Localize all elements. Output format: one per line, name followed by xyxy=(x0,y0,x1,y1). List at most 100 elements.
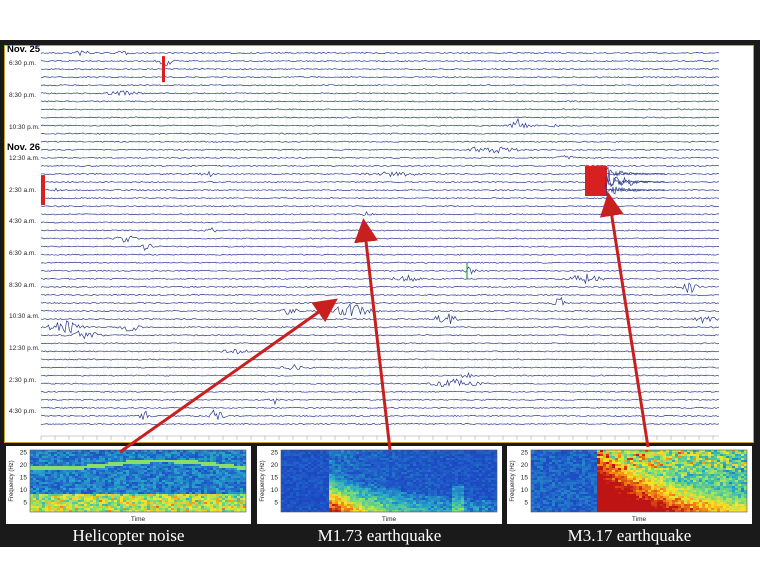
spectrogram-cell xyxy=(443,464,446,466)
spectrogram-cell xyxy=(290,456,293,458)
spectrogram-cell xyxy=(540,452,543,454)
spectrogram-cell xyxy=(183,486,186,488)
spectrogram-cell xyxy=(431,492,434,494)
spectrogram-cell xyxy=(389,498,392,500)
spectrogram-cell xyxy=(473,472,476,474)
spectrogram-cell xyxy=(42,494,45,496)
spectrogram-cell xyxy=(192,488,195,490)
spectrogram-cell xyxy=(42,498,45,500)
spectrogram-cell xyxy=(461,450,464,452)
spectrogram-cell xyxy=(168,472,171,474)
spectrogram-cell xyxy=(552,504,555,506)
spectrogram-cell xyxy=(69,504,72,506)
spectrogram-cell xyxy=(93,454,96,456)
spectrogram-cell xyxy=(111,466,114,468)
spectrogram-cell xyxy=(165,464,168,466)
spectrogram-cell xyxy=(383,494,386,496)
spectrogram-cell xyxy=(126,460,129,462)
spectrogram-cell xyxy=(78,494,81,496)
spectrogram-cell xyxy=(353,450,356,452)
spectrogram-cell xyxy=(99,462,102,464)
spectrogram-cell xyxy=(341,476,344,478)
spectrogram-cell xyxy=(491,502,494,504)
spectrogram-cell xyxy=(404,482,407,484)
spectrogram-cell xyxy=(93,450,96,452)
spectrogram-cell xyxy=(341,456,344,458)
spectrogram-cell xyxy=(350,484,353,486)
spectrogram-cell xyxy=(398,466,401,468)
spectrogram-cell xyxy=(473,508,476,510)
spectrogram-cell xyxy=(555,484,558,486)
spectrogram-cell xyxy=(446,454,449,456)
spectrogram-cell xyxy=(431,450,434,452)
spectrogram-cell xyxy=(383,472,386,474)
spectrogram-cell xyxy=(368,484,371,486)
spectrogram-cell xyxy=(75,508,78,510)
spectrogram-cell xyxy=(192,482,195,484)
spectrogram-cell xyxy=(359,486,362,488)
spectrogram-cell xyxy=(425,494,428,496)
spectrogram-cell xyxy=(228,494,231,496)
spectrogram-cell xyxy=(290,458,293,460)
spectrogram-cell xyxy=(326,496,329,498)
spectrogram-cell xyxy=(440,482,443,484)
spectrogram-cell xyxy=(42,470,45,472)
spectrogram-cell xyxy=(102,456,105,458)
spectrogram-cell xyxy=(461,460,464,462)
spectrogram-cell xyxy=(87,472,90,474)
spectrogram-cell xyxy=(102,454,105,456)
spectrogram-cell xyxy=(63,494,66,496)
spectrogram-cell xyxy=(42,468,45,470)
spectrogram-cell xyxy=(105,474,108,476)
spectrogram-cell xyxy=(549,456,552,458)
spectrogram-cell xyxy=(180,454,183,456)
spectrogram-cell xyxy=(494,490,497,492)
spectrogram-cell xyxy=(72,494,75,496)
spectrogram-cell xyxy=(147,470,150,472)
spectrogram-cell xyxy=(186,502,189,504)
spectrogram-cell xyxy=(195,462,198,464)
spectrogram-cell xyxy=(389,480,392,482)
spectrogram-cell xyxy=(72,478,75,480)
spectrogram-cell xyxy=(443,472,446,474)
spectrogram-cell xyxy=(228,452,231,454)
spectrogram-cell xyxy=(90,482,93,484)
spectrogram-cell xyxy=(171,502,174,504)
spectrogram-cell xyxy=(353,462,356,464)
spectrogram-cell xyxy=(476,506,479,508)
spectrogram-cell xyxy=(467,502,470,504)
spectrogram-cell xyxy=(222,506,225,508)
spectrogram-cell xyxy=(183,468,186,470)
spectrogram-cell xyxy=(87,468,90,470)
spectrogram-cell xyxy=(93,464,96,466)
spectrogram-cell xyxy=(198,460,201,462)
spectrogram-cell xyxy=(323,476,326,478)
spectrogram-cell xyxy=(428,496,431,498)
spectrogram-cell xyxy=(201,454,204,456)
spectrogram-cell xyxy=(473,482,476,484)
spectrogram-cell xyxy=(470,472,473,474)
spectrogram-cell xyxy=(93,484,96,486)
spectrogram-cell xyxy=(555,502,558,504)
spectrogram-cell xyxy=(75,454,78,456)
spectrogram-cell xyxy=(338,488,341,490)
spectrogram-cell xyxy=(365,478,368,480)
spectrogram-cell xyxy=(147,476,150,478)
spectrogram-cell xyxy=(338,486,341,488)
spectrogram-cell xyxy=(332,468,335,470)
spectrogram-cell xyxy=(362,462,365,464)
spectrogram-cell xyxy=(407,496,410,498)
spectrogram-cell xyxy=(540,466,543,468)
spectrogram-cell xyxy=(546,506,549,508)
spectrogram-cell xyxy=(111,488,114,490)
spectrogram-cell xyxy=(189,466,192,468)
spectrogram-cell xyxy=(93,482,96,484)
spectrogram-cell xyxy=(105,464,108,466)
spectrogram-cell xyxy=(534,468,537,470)
spectrogram-cell xyxy=(111,478,114,480)
spectrogram-cell xyxy=(87,484,90,486)
spectrogram-cell xyxy=(60,484,63,486)
spectrogram-cell xyxy=(81,468,84,470)
spectrogram-cell xyxy=(531,488,534,490)
spectrogram-cell xyxy=(320,460,323,462)
